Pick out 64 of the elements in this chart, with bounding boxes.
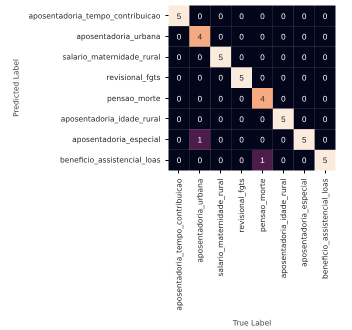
data-label: 0: [260, 136, 266, 145]
data-label: 0: [302, 32, 307, 42]
data-label: 0: [260, 32, 266, 42]
data-label: 0: [281, 94, 286, 104]
data-label: 0: [302, 156, 307, 166]
data-label: 0: [281, 156, 286, 166]
data-label: 0: [176, 114, 182, 124]
data-label: 0: [281, 74, 286, 83]
data-label: 0: [281, 12, 286, 21]
data-label: 5: [281, 114, 286, 124]
data-label: 0: [239, 94, 244, 104]
data-label: 0: [260, 53, 266, 62]
data-label: 0: [322, 114, 328, 124]
data-label: 0: [322, 74, 328, 83]
data-label: 0: [239, 12, 244, 21]
data-label: 5: [302, 136, 307, 145]
data-label: 0: [302, 53, 307, 62]
data-label: 0: [239, 156, 244, 166]
data-label: 0: [218, 114, 224, 124]
data-label: 0: [302, 74, 307, 83]
data-label: 0: [218, 74, 224, 83]
data-label: 0: [239, 53, 244, 62]
data-label: 5: [322, 156, 328, 166]
data-label: 0: [218, 136, 224, 145]
data-label: 0: [322, 53, 328, 62]
data-label: 0: [260, 114, 266, 124]
data-label: 0: [218, 32, 224, 42]
data-label: 0: [281, 53, 286, 62]
data-label: 0: [198, 156, 203, 166]
data-label: 0: [239, 114, 244, 124]
data-label: 0: [176, 53, 182, 62]
data-label: 0: [239, 136, 244, 145]
data-label: 0: [281, 32, 286, 42]
data-label: 0: [198, 12, 203, 21]
data-label: 0: [322, 136, 328, 145]
data-label: 0: [302, 12, 307, 21]
data-label: 0: [198, 74, 203, 83]
data-label: 0: [239, 32, 244, 42]
data-label: 0: [302, 114, 307, 124]
data-label: 0: [176, 74, 182, 83]
data-label: 5: [176, 12, 182, 21]
data-label: 0: [302, 94, 307, 104]
data-label: 0: [218, 94, 224, 104]
data-label: 0: [198, 114, 203, 124]
data-label: 0: [281, 136, 286, 145]
data-label: 1: [260, 156, 266, 166]
data-label: 0: [260, 74, 266, 83]
data-label: 0: [176, 136, 182, 145]
data-label: 0: [218, 12, 224, 21]
data-label: 0: [198, 94, 203, 104]
data-label: 0: [218, 156, 224, 166]
data-label: 5: [239, 74, 244, 83]
data-label: 4: [198, 32, 203, 42]
data-label: 0: [176, 94, 182, 104]
data-label: 1: [198, 136, 203, 145]
data-label: 0: [198, 53, 203, 62]
data-label: 0: [322, 12, 328, 21]
data-label: 0: [322, 32, 328, 42]
data-label: 0: [322, 94, 328, 104]
data-label: 0: [260, 12, 266, 21]
data-label: 5: [218, 53, 224, 62]
data-label: 0: [176, 156, 182, 166]
data-label: 4: [260, 94, 266, 104]
data-label: 0: [176, 32, 182, 42]
